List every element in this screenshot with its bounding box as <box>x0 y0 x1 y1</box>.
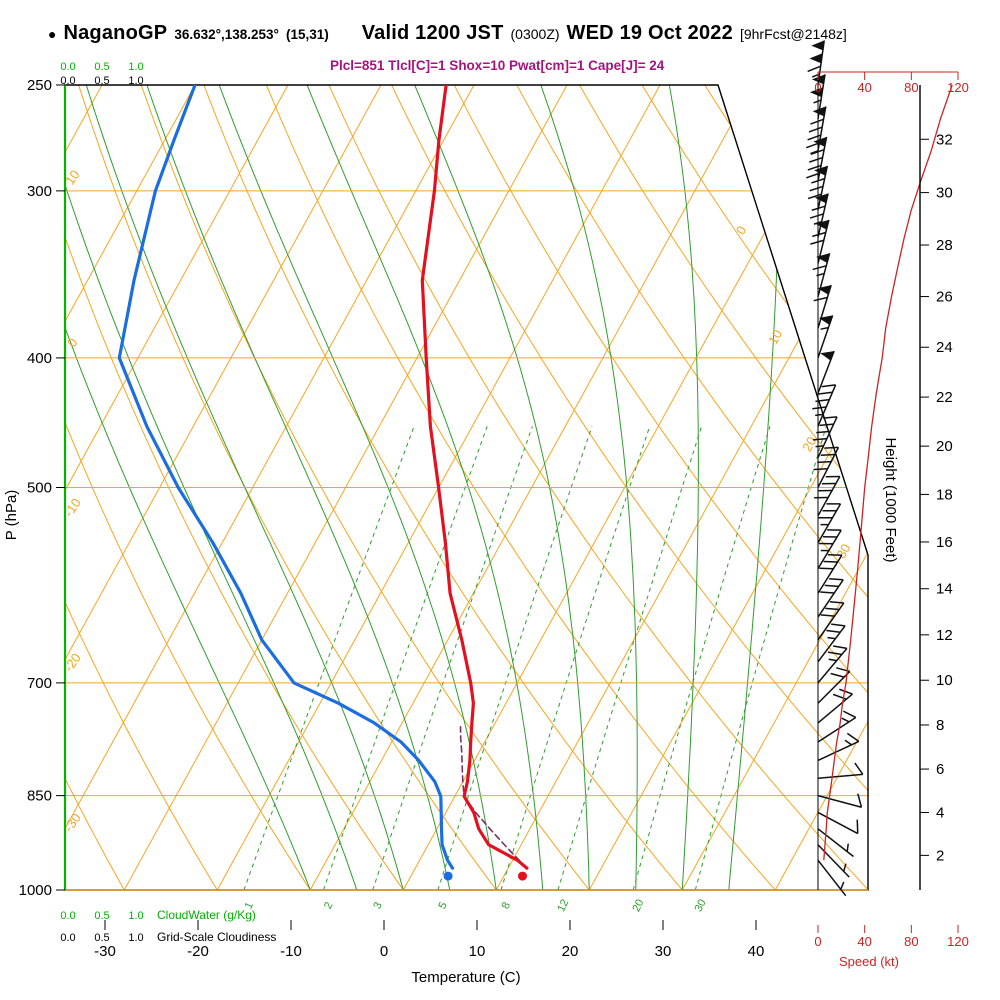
svg-text:-10: -10 <box>280 943 302 960</box>
wind-speed-profile <box>823 84 953 861</box>
svg-text:400: 400 <box>27 350 52 367</box>
svg-text:40: 40 <box>857 934 871 949</box>
station-coords: 36.632°,138.253° <box>174 27 279 42</box>
svg-text:80: 80 <box>904 934 918 949</box>
speed-axis-title: Speed (kt) <box>839 954 899 969</box>
svg-text:20: 20 <box>630 898 646 914</box>
station-gridpoint: (15,31) <box>285 27 329 42</box>
svg-text:1: 1 <box>243 900 256 911</box>
svg-text:0: 0 <box>64 335 80 350</box>
station-bullet-icon: ● <box>48 26 57 42</box>
svg-text:14: 14 <box>936 581 953 598</box>
svg-text:0.0: 0.0 <box>60 910 75 922</box>
valid-date: WED 19 Oct 2022 <box>566 22 733 44</box>
svg-text:1.0: 1.0 <box>128 75 143 87</box>
svg-text:8: 8 <box>500 900 513 911</box>
svg-text:12: 12 <box>936 627 953 644</box>
valid-zulu: (0300Z) <box>510 26 560 42</box>
svg-text:18: 18 <box>936 486 953 503</box>
svg-text:120: 120 <box>947 80 969 95</box>
svg-text:0.0: 0.0 <box>60 61 75 73</box>
stability-indices: Plcl=851 Tlcl[C]=1 Shox=10 Pwat[cm]=1 Ca… <box>330 58 665 73</box>
svg-text:500: 500 <box>27 480 52 497</box>
svg-text:0: 0 <box>814 80 821 95</box>
forecast-tag: [9hrFcst@2148z] <box>739 26 847 42</box>
svg-text:-20: -20 <box>187 943 209 960</box>
svg-text:10: 10 <box>62 167 83 187</box>
svg-text:3: 3 <box>371 900 384 911</box>
svg-text:1.0: 1.0 <box>128 932 143 944</box>
wind-barbs <box>805 40 864 897</box>
svg-text:28: 28 <box>936 237 953 254</box>
svg-text:80: 80 <box>904 80 918 95</box>
svg-text:10: 10 <box>936 672 953 689</box>
surface-dewpoint-dot <box>443 871 453 881</box>
svg-text:10: 10 <box>765 327 785 347</box>
svg-text:40: 40 <box>857 80 871 95</box>
svg-text:700: 700 <box>27 675 52 692</box>
svg-text:2: 2 <box>322 900 335 911</box>
chart-title: ● NaganoGP 36.632°,138.253° (15,31) Vali… <box>48 22 847 45</box>
cloudiness-axis-title: Grid-Scale Cloudiness <box>157 930 276 944</box>
svg-text:30: 30 <box>833 541 853 561</box>
svg-text:250: 250 <box>27 77 52 94</box>
svg-text:2: 2 <box>936 847 944 864</box>
svg-text:0.5: 0.5 <box>94 61 109 73</box>
svg-text:40: 40 <box>748 943 765 960</box>
station-name: NaganoGP <box>63 22 168 44</box>
svg-text:1000: 1000 <box>19 882 52 899</box>
svg-text:12: 12 <box>555 898 571 914</box>
svg-text:30: 30 <box>655 943 672 960</box>
svg-text:30: 30 <box>693 898 709 914</box>
temperature-curve <box>420 85 529 870</box>
valid-time: Valid 1200 JST <box>361 22 504 44</box>
svg-text:20: 20 <box>936 438 953 455</box>
svg-text:0: 0 <box>733 223 750 237</box>
svg-text:0.5: 0.5 <box>94 932 109 944</box>
svg-text:0.0: 0.0 <box>60 75 75 87</box>
svg-text:22: 22 <box>936 389 953 406</box>
svg-text:20: 20 <box>799 434 819 454</box>
svg-text:16: 16 <box>936 534 953 551</box>
svg-text:24: 24 <box>936 339 953 356</box>
svg-text:0: 0 <box>380 943 388 960</box>
svg-text:-30: -30 <box>94 943 116 960</box>
cloudwater-axis-title: CloudWater (g/Kg) <box>157 908 256 922</box>
svg-text:850: 850 <box>27 788 52 805</box>
dewpoint-curve <box>117 85 455 870</box>
svg-text:6: 6 <box>936 761 944 778</box>
svg-text:0.0: 0.0 <box>60 932 75 944</box>
svg-text:0: 0 <box>814 934 821 949</box>
svg-text:32: 32 <box>936 131 953 148</box>
pressure-axis-title: P (hPa) <box>3 490 20 541</box>
svg-text:120: 120 <box>947 934 969 949</box>
svg-text:4: 4 <box>936 805 944 822</box>
svg-text:20: 20 <box>562 943 579 960</box>
svg-text:30: 30 <box>936 185 953 202</box>
sounding-curves <box>117 85 529 870</box>
svg-text:8: 8 <box>936 717 944 734</box>
svg-text:10: 10 <box>469 943 486 960</box>
svg-text:0.5: 0.5 <box>94 75 109 87</box>
temperature-axis-title: Temperature (C) <box>411 969 520 986</box>
svg-text:1.0: 1.0 <box>128 910 143 922</box>
svg-text:0.5: 0.5 <box>94 910 109 922</box>
skewt-grid <box>65 85 868 890</box>
svg-text:26: 26 <box>936 289 953 306</box>
svg-text:1.0: 1.0 <box>128 61 143 73</box>
svg-text:5: 5 <box>436 900 449 911</box>
svg-text:300: 300 <box>27 183 52 200</box>
height-axis-title: Height (1000 Feet) <box>882 437 899 562</box>
surface-temperature-dot <box>517 871 527 881</box>
